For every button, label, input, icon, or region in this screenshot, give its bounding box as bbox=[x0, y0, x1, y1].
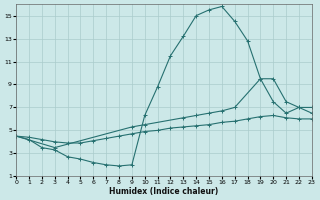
X-axis label: Humidex (Indice chaleur): Humidex (Indice chaleur) bbox=[109, 187, 219, 196]
